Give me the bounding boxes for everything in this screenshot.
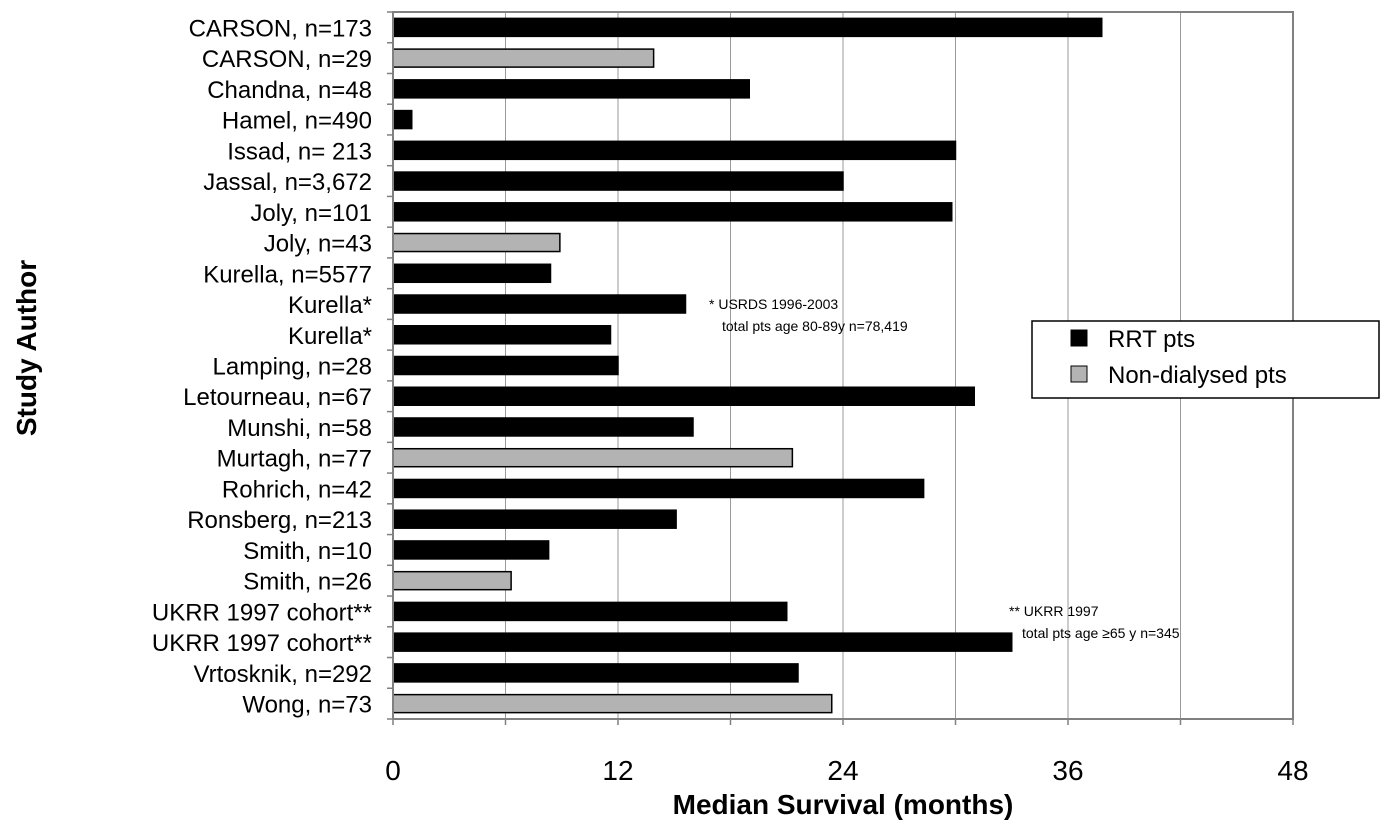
x-axis-title: Median Survival (months) <box>673 789 1014 820</box>
bar <box>392 355 619 376</box>
x-axis: 0 12 24 36 48 <box>385 719 1309 786</box>
category-label: Rohrich, n=42 <box>222 476 372 503</box>
x-tick-label: 36 <box>1052 755 1083 786</box>
legend-swatch-non-dialysed <box>1070 365 1088 383</box>
category-label: Munshi, n=58 <box>227 415 372 442</box>
y-axis <box>387 11 393 720</box>
category-label: Lamping, n=28 <box>213 354 372 381</box>
category-label: Ronsberg, n=213 <box>187 507 372 534</box>
annotation-usrds: * USRDS 1996-2003 total pts age 80-89y n… <box>709 296 908 334</box>
category-label: Vrtosknik, n=292 <box>193 661 372 688</box>
legend-swatch-rrt <box>1070 329 1088 347</box>
bars <box>392 17 1103 714</box>
legend-label-non-dialysed: Non-dialysed pts <box>1108 362 1287 389</box>
bar <box>392 294 687 314</box>
x-tick-label: 24 <box>827 755 858 786</box>
x-tick-label: 48 <box>1277 755 1308 786</box>
bar <box>392 601 788 622</box>
category-label: CARSON, n=29 <box>202 46 372 73</box>
bar <box>392 386 975 406</box>
annotation-usrds-line1: * USRDS 1996-2003 <box>709 296 838 312</box>
y-axis-title: Study Author <box>11 260 42 436</box>
legend-label-rrt: RRT pts <box>1108 326 1195 353</box>
category-label: Smith, n=10 <box>243 538 372 565</box>
category-label: UKRR 1997 cohort** <box>152 599 372 626</box>
bar <box>392 232 561 253</box>
category-label: Joly, n=101 <box>250 200 372 227</box>
bar <box>392 632 1013 652</box>
category-label: Wong, n=73 <box>242 692 372 719</box>
bar <box>392 693 833 714</box>
category-label: UKRR 1997 cohort** <box>152 630 372 657</box>
bar <box>392 171 844 191</box>
annotation-ukrr-line2: total pts age ≥65 y n=345 <box>1022 625 1180 641</box>
category-label: Letourneau, n=67 <box>183 384 372 411</box>
category-label: Issad, n= 213 <box>227 138 372 165</box>
legend-box <box>1031 320 1380 399</box>
bar <box>392 48 655 68</box>
bar <box>392 509 677 529</box>
bar <box>392 417 694 437</box>
bar <box>392 202 953 222</box>
category-label: Joly, n=43 <box>264 231 372 258</box>
category-label: CARSON, n=173 <box>189 15 372 42</box>
category-label: Jassal, n=3,672 <box>203 169 372 196</box>
bar <box>392 263 552 284</box>
bar <box>392 79 750 99</box>
category-label: Kurella* <box>288 292 372 319</box>
bar <box>392 447 794 468</box>
bar <box>392 663 799 683</box>
legend: RRT pts Non-dialysed pts <box>1031 320 1380 399</box>
category-label: Chandna, n=48 <box>207 77 372 104</box>
category-label: Kurella, n=5577 <box>203 261 372 288</box>
bar <box>392 109 413 130</box>
bar <box>392 478 925 499</box>
category-label: Smith, n=26 <box>243 569 372 596</box>
annotation-ukrr-line1: ** UKRR 1997 <box>1009 603 1099 619</box>
category-label: Kurella* <box>288 323 372 350</box>
x-tick-label: 0 <box>385 755 401 786</box>
bar <box>392 140 957 161</box>
annotation-usrds-line2: total pts age 80-89y n=78,419 <box>722 318 908 334</box>
category-labels: CARSON, n=173 CARSON, n=29 Chandna, n=48 Ha… <box>152 15 372 718</box>
annotation-ukrr: ** UKRR 1997 total pts age ≥65 y n=345 <box>1009 603 1180 641</box>
bar <box>392 17 1103 38</box>
bar <box>392 570 512 591</box>
x-tick-label: 12 <box>602 755 633 786</box>
category-label: Murtagh, n=77 <box>217 446 372 473</box>
bar <box>392 325 612 345</box>
bar <box>392 540 550 560</box>
category-label: Hamel, n=490 <box>222 108 372 135</box>
